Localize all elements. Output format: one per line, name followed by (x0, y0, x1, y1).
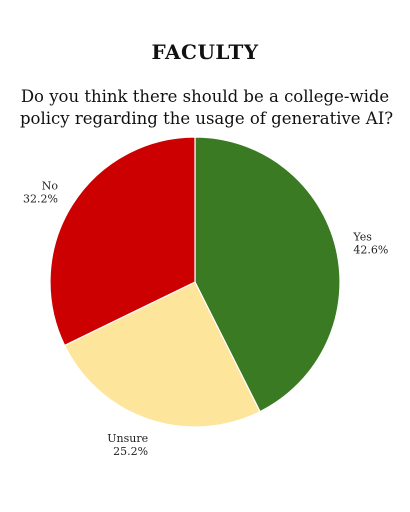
slice-label-yes: Yes (352, 231, 372, 244)
slice-value-no: 32.2% (23, 192, 58, 205)
chart-title: FACULTY (151, 40, 259, 64)
pie-slice-unsure (63, 281, 261, 428)
pie-slice-no (49, 136, 196, 347)
slice-value-unsure: 25.2% (113, 445, 148, 458)
slice-label-no: No (42, 179, 59, 192)
chart-subtitle: Do you think there should be a college-w… (20, 86, 394, 130)
slice-value-yes: 42.6% (353, 244, 388, 257)
chart-subtitle-line-2: policy regarding the usage of generative… (20, 109, 394, 128)
chart-subtitle-line-1: Do you think there should be a college-w… (20, 87, 390, 106)
pie-slice-yes (194, 136, 341, 413)
slice-label-unsure: Unsure (107, 432, 148, 445)
